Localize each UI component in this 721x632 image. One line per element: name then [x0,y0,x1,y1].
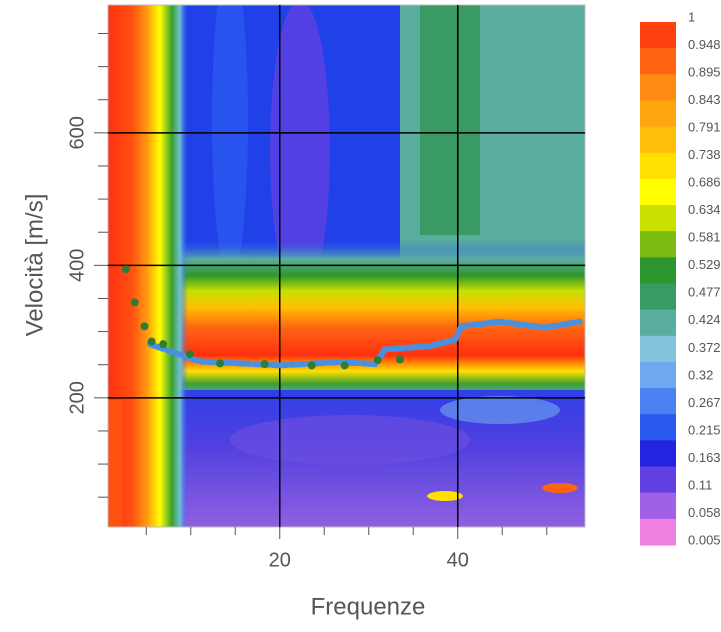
colorbar-swatch [640,362,676,389]
picked-point [148,338,156,346]
colorbar-label: 0.215 [688,422,721,437]
colorbar-swatch [640,414,676,441]
picked-point [374,356,382,364]
colorbar-label: 0.843 [688,92,721,107]
colorbar-swatch [640,310,676,337]
colorbar-label: 0.372 [688,340,721,355]
colorbar-swatch [640,74,676,101]
picked-point [122,265,130,273]
picked-point [341,361,349,369]
colorbar-swatch [640,48,676,75]
colorbar-label: 0.424 [688,312,721,327]
picked-point [261,360,269,368]
colorbar-label: 0.267 [688,395,721,410]
colorbar-label: 1 [688,9,695,24]
colorbar-label: 0.32 [688,367,713,382]
colorbar-label: 0.895 [688,64,721,79]
colorbar-swatch [640,336,676,363]
picked-point [396,355,404,363]
colorbar-label: 0.058 [688,505,721,520]
colorbar-swatch [640,100,676,127]
picked-point [308,361,316,369]
colorbar-label: 0.634 [688,202,721,217]
colorbar-label: 0.529 [688,257,721,272]
picked-point [186,350,194,358]
y-axis-label: Velocità [m/s] [21,194,48,337]
colorbar-label: 0.738 [688,147,721,162]
colorbar-swatch [640,153,676,180]
colorbar-swatch [640,205,676,232]
colorbar-label: 0.791 [688,120,721,135]
colorbar-label: 0.005 [688,532,721,547]
colorbar-swatch [640,284,676,311]
y-tick-label: 600 [66,116,88,149]
colorbar-label: 0.11 [688,477,712,492]
colorbar-swatch [640,467,676,494]
x-tick-label: 20 [269,549,291,571]
picked-point [131,298,139,306]
colorbar-label: 0.163 [688,450,721,465]
colorbar-swatch [640,493,676,520]
colorbar-label: 0.686 [688,175,721,190]
colorbar-swatch [640,257,676,284]
colorbar-swatch [640,388,676,415]
colorbar-label: 0.581 [688,230,721,245]
picked-point [216,359,224,367]
y-tick-label: 200 [66,381,88,414]
chart: Frequenze Velocità [m/s] 20 40 200 400 600 1 0… [0,0,721,627]
colorbar-swatch [640,22,676,49]
colorbar-swatch [640,127,676,154]
x-tick-label: 40 [447,549,469,571]
y-tick-label: 400 [66,249,88,282]
colorbar-swatch [640,519,676,546]
colorbar-swatch [640,231,676,258]
colorbar-swatch [640,179,676,206]
picked-point [140,322,148,330]
colorbar-swatch [640,440,676,467]
colorbar-label: 0.477 [688,285,721,300]
picked-point [159,340,167,348]
colorbar-label: 0.948 [688,37,721,52]
x-axis-label: Frequenze [311,593,426,620]
heatmap [108,0,585,527]
